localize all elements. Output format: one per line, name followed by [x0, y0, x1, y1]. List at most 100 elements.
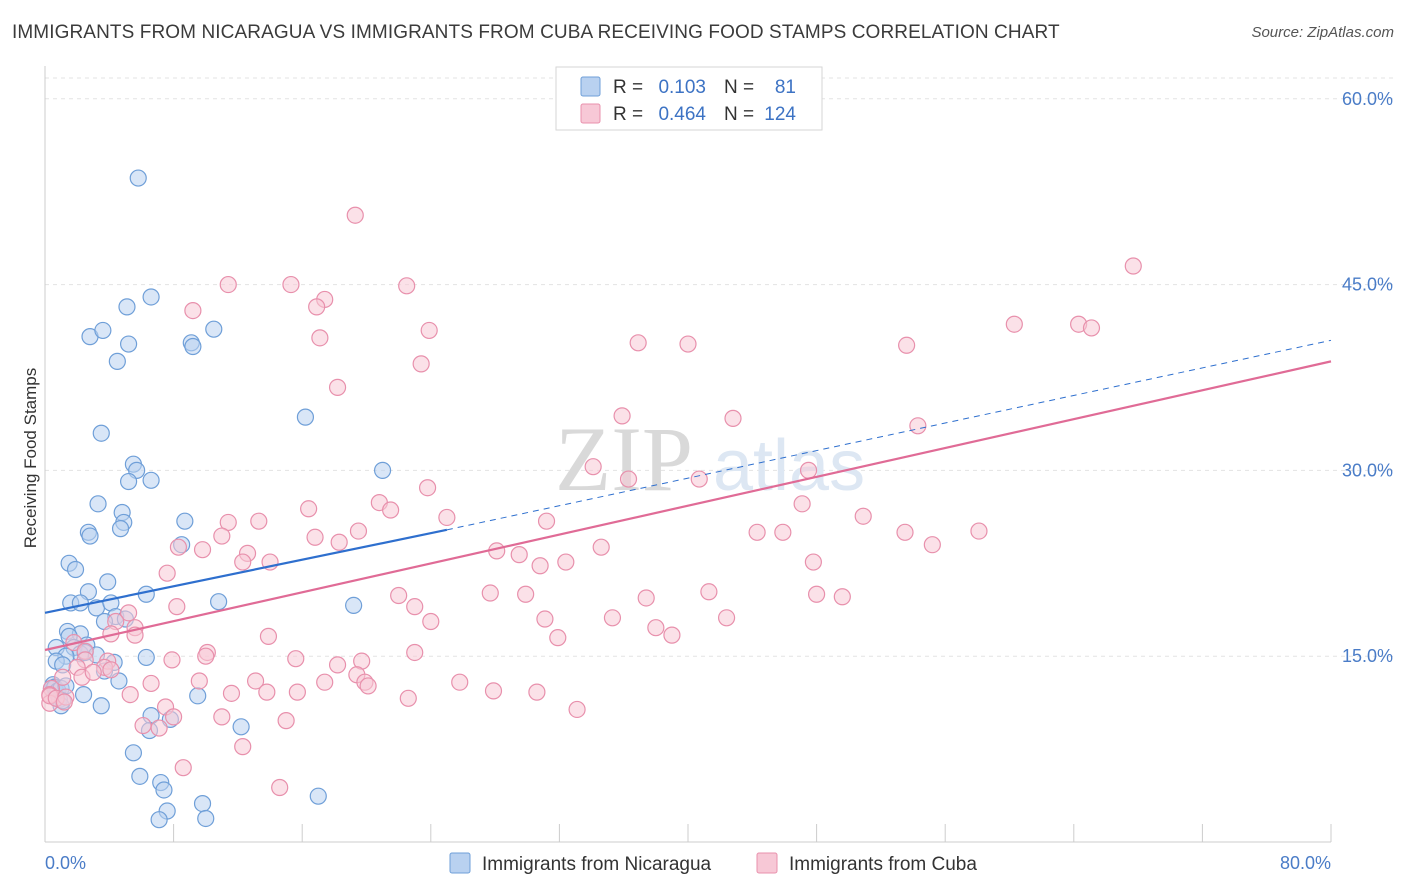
point-cuba — [1005, 315, 1023, 333]
point-cuba — [330, 533, 348, 551]
x-tick-label: 80.0% — [1280, 853, 1331, 873]
point-cuba — [619, 470, 638, 488]
point-cuba — [213, 708, 231, 726]
point-cuba — [406, 643, 424, 662]
y-axis-title: Receiving Food Stamps — [21, 368, 40, 548]
point-cuba — [557, 553, 575, 571]
point-nicaragua — [205, 320, 223, 338]
point-nicaragua — [137, 585, 155, 603]
point-cuba — [536, 610, 554, 628]
point-cuba — [420, 321, 438, 340]
point-nicaragua — [118, 298, 136, 316]
point-nicaragua — [142, 471, 160, 489]
axes: 0.0% 80.0% 15.0% 30.0% 45.0% 60.0% — [44, 66, 1393, 873]
trend-lines — [44, 339, 1332, 652]
point-cuba — [308, 298, 326, 316]
point-cuba — [422, 612, 440, 631]
point-cuba — [637, 589, 655, 607]
point-cuba — [174, 759, 192, 777]
point-cuba — [481, 584, 499, 602]
point-nicaragua — [99, 573, 117, 591]
point-cuba — [724, 409, 742, 427]
point-cuba — [748, 523, 766, 541]
point-cuba — [517, 585, 535, 603]
point-cuba — [158, 564, 176, 582]
point-cuba — [246, 672, 265, 690]
point-cuba — [213, 527, 231, 545]
point-cuba — [193, 541, 212, 559]
point-nicaragua — [119, 335, 138, 353]
point-nicaragua — [197, 809, 215, 828]
point-cuba — [537, 512, 556, 530]
point-cuba — [774, 523, 792, 541]
point-nicaragua — [92, 424, 110, 442]
legend-label-cuba: Immigrants from Cuba — [789, 854, 977, 875]
point-cuba — [197, 647, 215, 665]
point-cuba — [717, 609, 736, 627]
point-cuba — [328, 656, 347, 674]
legend-r-label: R = — [613, 104, 643, 125]
point-nicaragua — [137, 648, 155, 667]
legend-swatch-cuba — [756, 852, 778, 874]
point-nicaragua — [124, 744, 143, 762]
point-cuba — [584, 458, 602, 476]
point-nicaragua — [131, 767, 149, 785]
point-cuba — [854, 507, 872, 525]
point-nicaragua — [92, 697, 110, 715]
point-cuba — [690, 470, 708, 488]
point-cuba — [833, 588, 851, 606]
point-cuba — [234, 738, 252, 756]
point-cuba — [165, 708, 183, 726]
watermark-atlas: atlas — [713, 426, 865, 506]
point-cuba — [300, 500, 318, 518]
legend-n-label: N = — [724, 77, 754, 98]
legend-r-label: R = — [613, 77, 643, 98]
point-cuba — [316, 673, 334, 691]
point-cuba — [793, 495, 811, 513]
point-cuba — [84, 663, 102, 681]
watermark-zip: ZIP — [555, 408, 693, 510]
trend-line-cuba — [44, 360, 1332, 652]
point-cuba — [528, 683, 546, 701]
point-cuba — [603, 609, 622, 627]
point-cuba — [349, 522, 368, 540]
point-nicaragua — [296, 408, 315, 426]
point-nicaragua — [71, 594, 89, 612]
watermark: ZIP atlas — [555, 408, 865, 510]
point-cuba — [412, 355, 430, 373]
trend-extension-nicaragua — [446, 339, 1332, 531]
point-nicaragua — [189, 687, 207, 705]
series-nicaragua-points — [42, 169, 392, 829]
point-nicaragua — [66, 560, 85, 579]
grid-lines — [45, 77, 1393, 657]
point-cuba — [282, 275, 300, 294]
point-cuba — [451, 673, 469, 691]
legend-series: Immigrants from Nicaragua Immigrants from… — [449, 852, 977, 875]
point-cuba — [328, 378, 347, 396]
legend-n-value: 81 — [775, 77, 796, 98]
point-cuba — [896, 523, 914, 541]
point-cuba — [531, 557, 549, 575]
legend-r-value: 0.464 — [658, 104, 706, 125]
point-cuba — [277, 712, 295, 730]
point-cuba — [663, 626, 681, 644]
point-cuba — [346, 206, 364, 224]
point-nicaragua — [210, 593, 228, 611]
legend-swatch-nicaragua — [580, 76, 601, 97]
point-cuba — [219, 275, 237, 294]
point-nicaragua — [119, 472, 138, 491]
point-nicaragua — [309, 787, 327, 805]
point-cuba — [898, 336, 916, 354]
series-cuba-points — [41, 206, 1142, 797]
point-cuba — [510, 546, 528, 564]
point-nicaragua — [176, 512, 194, 530]
point-cuba — [799, 461, 818, 479]
point-cuba — [150, 719, 168, 737]
point-cuba — [406, 598, 424, 616]
point-nicaragua — [108, 352, 126, 370]
point-nicaragua — [373, 461, 392, 479]
legend-label-nicaragua: Immigrants from Nicaragua — [482, 854, 712, 875]
legend-stats: R = 0.103 N = 81 R = 0.464 N = 124 — [555, 66, 823, 131]
point-cuba — [258, 683, 276, 701]
legend-n-label: N = — [724, 104, 754, 125]
